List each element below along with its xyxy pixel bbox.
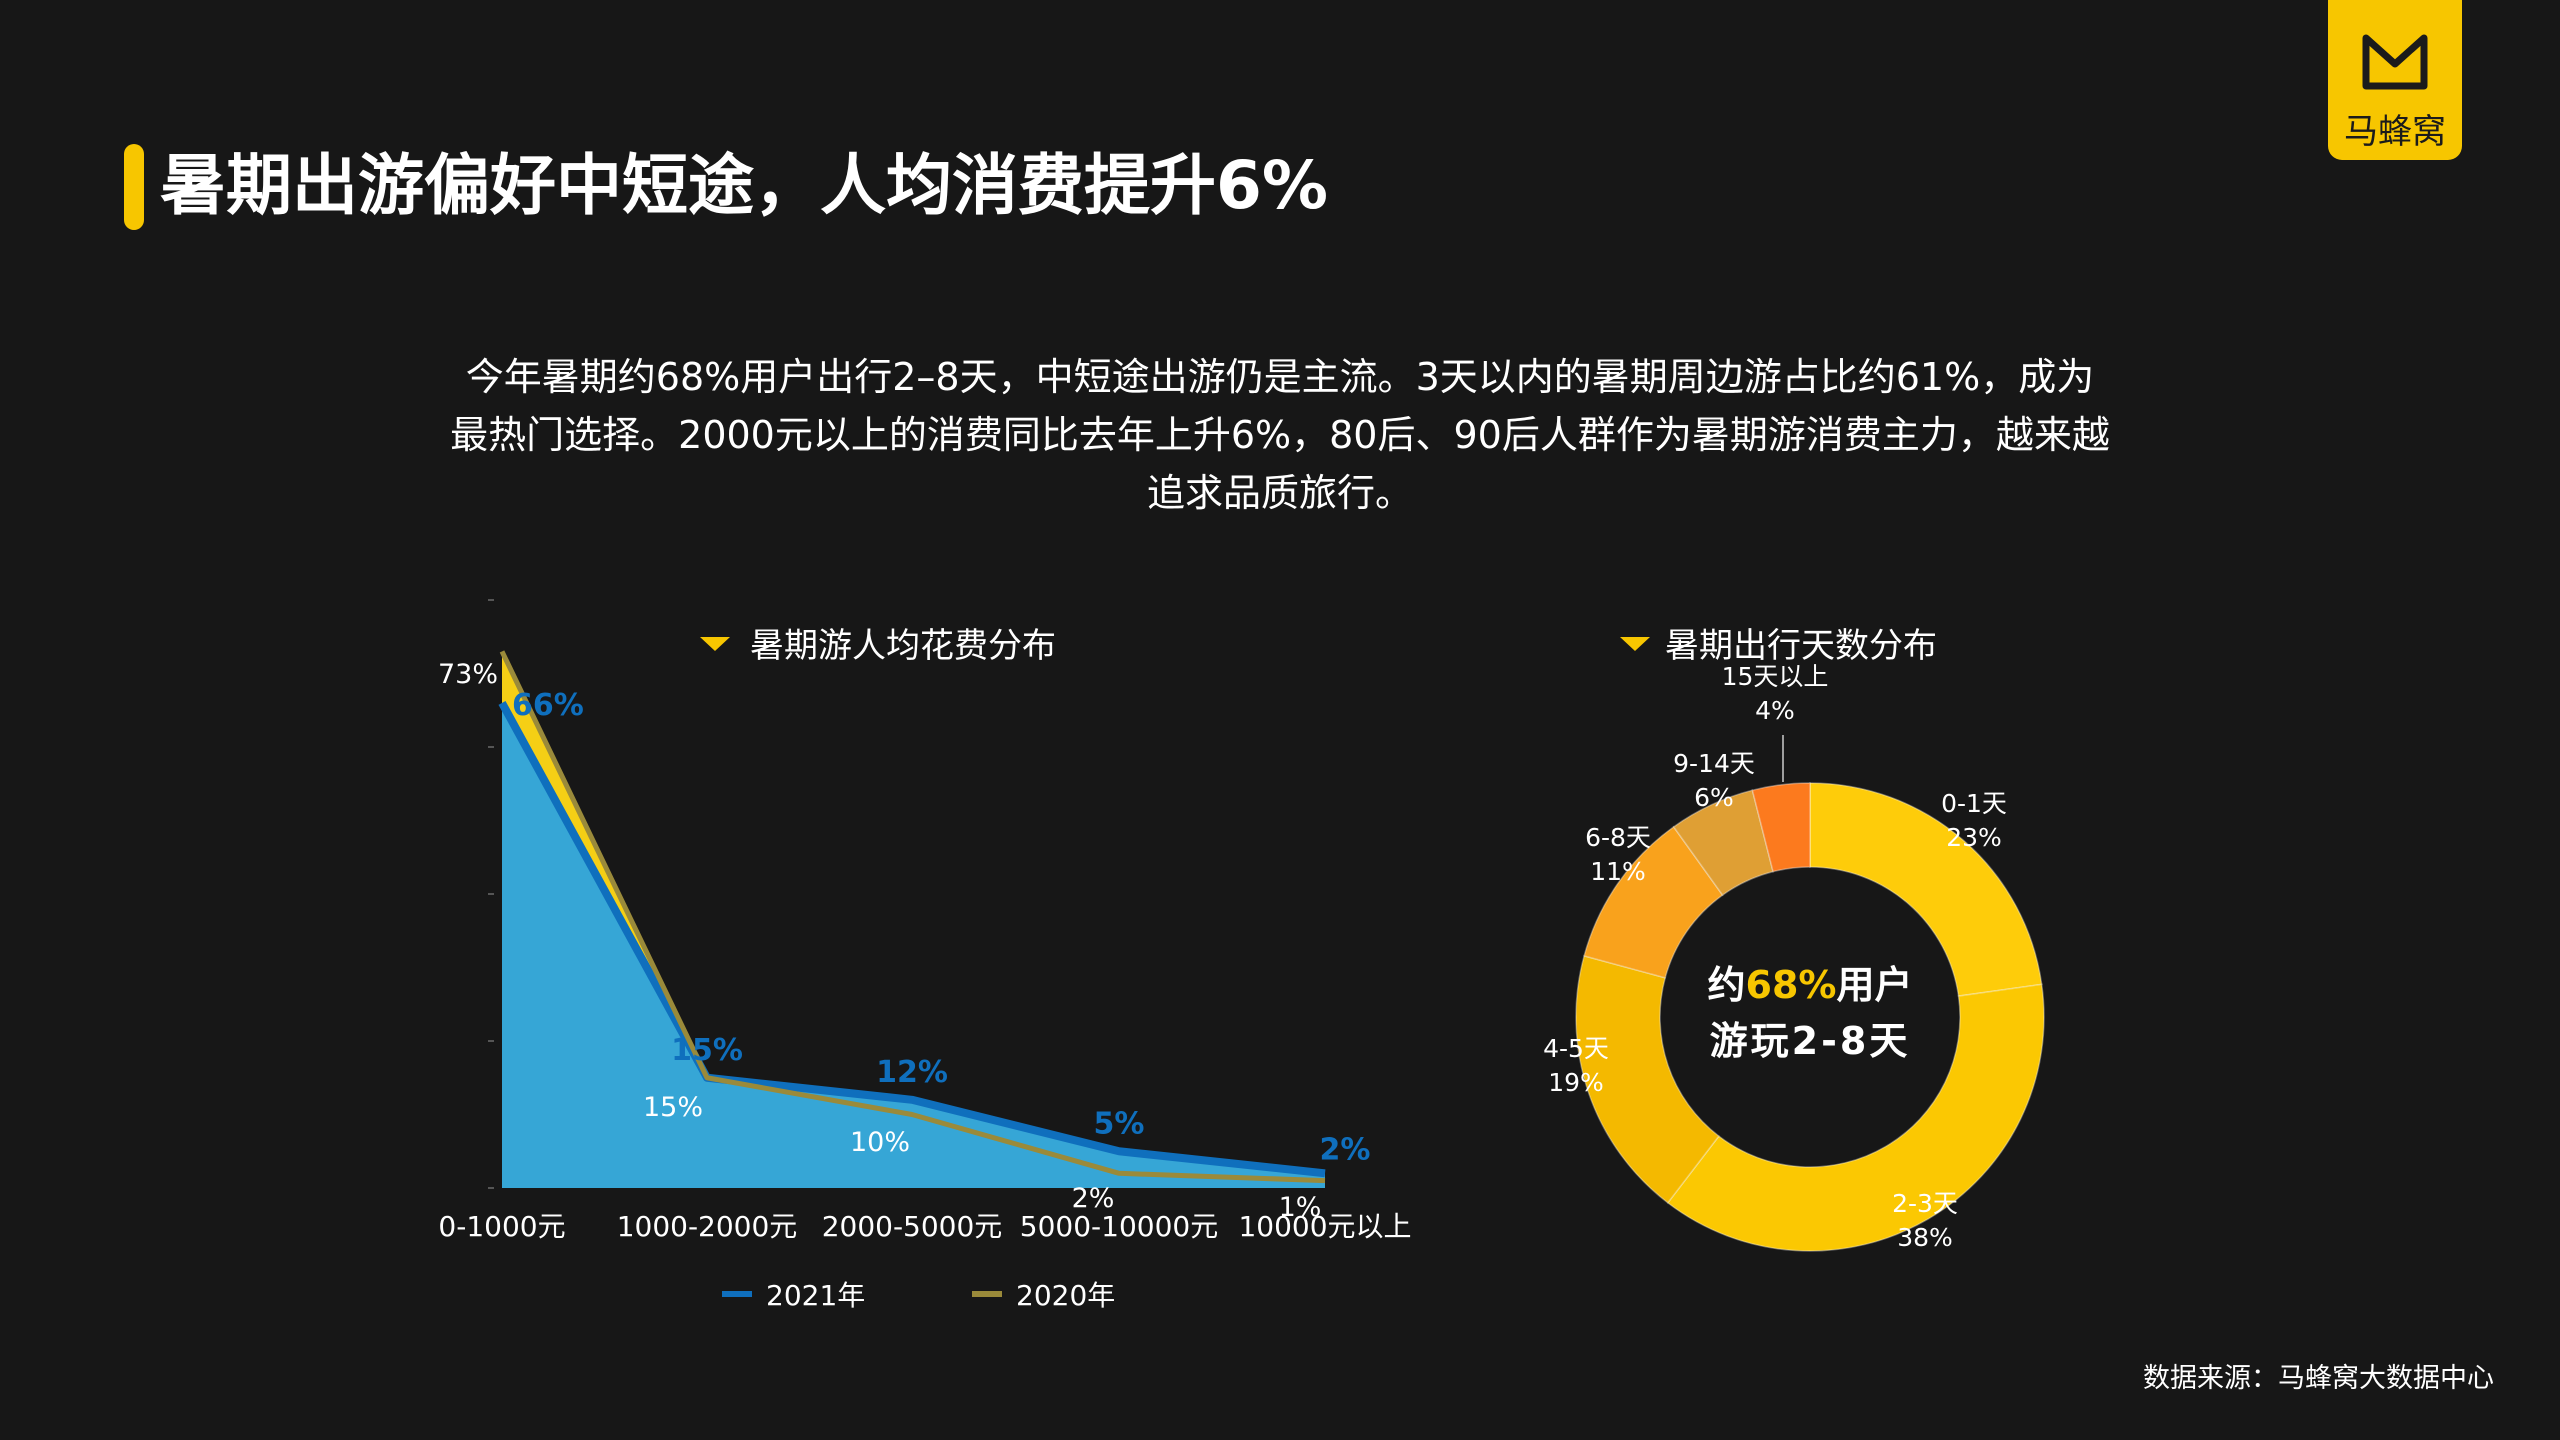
data-label-2021: 2% xyxy=(1320,1132,1371,1167)
series-2020-line xyxy=(499,650,1326,1184)
logo-text: 马蜂窝 xyxy=(2344,112,2446,152)
chart-title-marker-icon xyxy=(700,637,730,651)
page-title: 暑期出游偏好中短途，人均消费提升6% xyxy=(160,147,1329,224)
slice-category-label: 2-3天 xyxy=(1892,1189,1958,1218)
x-tick-label: 2000-5000元 xyxy=(822,1210,1003,1243)
intro-line: 追求品质旅行。 xyxy=(1146,471,1413,515)
slice-percent-label: 23% xyxy=(1946,823,2002,852)
x-tick-label: 10000元以上 xyxy=(1238,1210,1411,1243)
x-tick-label: 5000-10000元 xyxy=(1020,1210,1218,1243)
slice-percent-label: 6% xyxy=(1694,783,1734,812)
slice-percent-label: 19% xyxy=(1548,1068,1604,1097)
data-source: 数据来源：马蜂窝大数据中心 xyxy=(2143,1363,2494,1394)
data-label-2021: 12% xyxy=(876,1055,948,1090)
slice-percent-label: 38% xyxy=(1897,1223,1953,1252)
donut-center-line2: 游玩2-8天 xyxy=(1710,1019,1911,1063)
data-label-2020: 10% xyxy=(850,1127,910,1158)
chart-title: 暑期出行天数分布 xyxy=(1665,626,1937,666)
logo-icon xyxy=(2362,34,2428,90)
chart-title-marker-icon xyxy=(1620,637,1650,651)
slice-category-label: 15天以上 xyxy=(1722,662,1829,691)
donut-center-line1: 约68%用户 xyxy=(1708,963,1913,1007)
donut-slice xyxy=(1575,954,1720,1204)
data-label-2020: 1% xyxy=(1279,1192,1322,1223)
slice-category-label: 0-1天 xyxy=(1941,789,2007,818)
legend-label-2021: 2021年 xyxy=(766,1279,865,1312)
data-label-2020: 15% xyxy=(643,1092,703,1123)
series-2021-area xyxy=(502,702,1325,1188)
days-donut-chart: 暑期出行天数分布 0-1天 23% 2-3天 38% 4-5天 19% 6-8天 11% 9-14… xyxy=(1543,626,2045,1252)
series-2021-line xyxy=(498,700,1326,1178)
spending-area-chart: 暑期游人均花费分布 66% 15% 12% 5% 2% 73% 15% 10% 2% 1% 0-100… xyxy=(438,599,1412,1312)
intro-line: 今年暑期约68%用户出行2–8天，中短途出游仍是主流。3天以内的暑期周边游占比约… xyxy=(465,355,2095,399)
data-label-2021: 66% xyxy=(512,688,584,723)
slice-percent-label: 11% xyxy=(1590,857,1646,886)
chart-title: 暑期游人均花费分布 xyxy=(750,626,1056,666)
title-accent-bar xyxy=(124,144,144,230)
legend-label-2020: 2020年 xyxy=(1016,1279,1115,1312)
donut-slice xyxy=(1809,782,2043,997)
data-label-2020: 2% xyxy=(1072,1183,1115,1214)
x-tick-label: 1000-2000元 xyxy=(617,1210,798,1243)
mafengwo-logo: 马蜂窝 xyxy=(2328,0,2462,160)
slice-percent-label: 4% xyxy=(1755,696,1795,725)
x-tick-label: 0-1000元 xyxy=(438,1210,565,1243)
donut-slice xyxy=(1751,782,1811,873)
slice-category-label: 4-5天 xyxy=(1543,1034,1609,1063)
slice-category-label: 6-8天 xyxy=(1585,823,1651,852)
donut-slice xyxy=(1666,983,2045,1252)
data-label-2020: 73% xyxy=(438,659,498,690)
intro-line: 最热门选择。2000元以上的消费同比去年上升6%，80后、90后人群作为暑期游消… xyxy=(450,413,2110,457)
slice-category-label: 9-14天 xyxy=(1673,749,1755,778)
data-label-2021: 15% xyxy=(671,1033,743,1068)
data-label-2021: 5% xyxy=(1094,1106,1145,1141)
intro-paragraph: 今年暑期约68%用户出行2–8天，中短途出游仍是主流。3天以内的暑期周边游占比约… xyxy=(360,348,2200,522)
